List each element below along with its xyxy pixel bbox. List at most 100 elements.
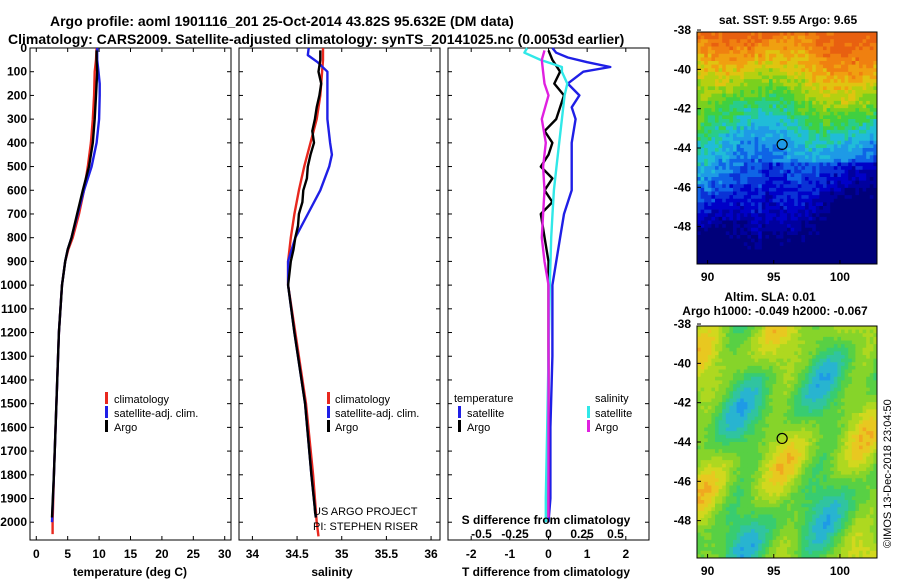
y-tick-label: -38 xyxy=(674,23,692,37)
map-cell xyxy=(866,133,871,138)
map-cell xyxy=(848,238,853,243)
map-cell xyxy=(794,344,799,349)
map-cell xyxy=(783,173,788,178)
map-cell xyxy=(729,71,734,76)
map-cell xyxy=(747,71,752,76)
map-cell xyxy=(754,216,759,221)
map-cell xyxy=(805,61,809,66)
map-cell xyxy=(830,245,835,250)
map-cell xyxy=(722,151,727,156)
map-cell xyxy=(844,104,849,109)
map-cell xyxy=(751,177,755,182)
map-cell xyxy=(859,376,863,381)
map-cell xyxy=(826,384,831,389)
map-cell xyxy=(743,119,748,124)
map-cell xyxy=(761,362,766,367)
map-cell xyxy=(805,202,809,207)
map-cell xyxy=(851,122,856,127)
map-cell xyxy=(862,329,867,334)
map-cell xyxy=(808,39,813,44)
map-cell xyxy=(855,195,860,200)
map-cell xyxy=(833,195,838,200)
map-cell xyxy=(718,42,723,47)
map-cell xyxy=(783,57,788,62)
map-cell xyxy=(805,391,809,396)
map-cell xyxy=(862,82,867,87)
map-cell xyxy=(826,329,831,334)
map-cell xyxy=(873,50,878,55)
map-cell xyxy=(866,242,871,247)
map-cell xyxy=(833,108,838,113)
map-cell xyxy=(761,333,766,338)
map-cell xyxy=(848,61,853,66)
map-cell xyxy=(815,431,820,436)
map-cell xyxy=(830,184,835,189)
map-cell xyxy=(862,162,867,167)
map-cell xyxy=(812,420,817,425)
map-cell xyxy=(830,86,835,91)
map-cell xyxy=(776,213,781,218)
map-cell xyxy=(729,126,734,131)
map-cell xyxy=(736,355,741,360)
map-cell xyxy=(743,39,748,44)
map-cell xyxy=(722,235,727,240)
map-cell xyxy=(715,195,719,200)
map-cell xyxy=(740,380,745,385)
map-cell xyxy=(758,376,763,381)
map-cell xyxy=(769,384,773,389)
map-cell xyxy=(704,220,709,225)
map-cell xyxy=(848,184,853,189)
map-cell xyxy=(812,64,817,69)
map-cell xyxy=(711,329,716,334)
map-cell xyxy=(772,35,777,40)
map-cell xyxy=(725,231,730,236)
map-cell xyxy=(776,369,781,374)
map-cell xyxy=(812,180,817,185)
map-cell xyxy=(761,231,766,236)
map-cell xyxy=(848,249,853,254)
map-cell xyxy=(733,198,737,203)
map-cell xyxy=(704,97,709,102)
map-cell xyxy=(729,231,734,236)
map-cell xyxy=(859,416,863,421)
map-cell xyxy=(740,373,745,378)
map-cell xyxy=(783,32,788,37)
map-cell xyxy=(736,119,741,124)
map-cell xyxy=(761,238,766,243)
map-cell xyxy=(794,104,799,109)
map-cell xyxy=(797,347,802,352)
map-cell xyxy=(783,191,788,196)
map-cell xyxy=(740,213,745,218)
map-cell xyxy=(707,184,712,189)
map-cell xyxy=(711,155,716,160)
map-cell xyxy=(697,394,701,399)
map-cell xyxy=(805,82,809,87)
map-cell xyxy=(769,434,773,439)
map-cell xyxy=(808,90,813,95)
map-cell xyxy=(736,340,741,345)
map-cell xyxy=(707,256,712,261)
map-cell xyxy=(783,86,788,91)
map-cell xyxy=(715,355,719,360)
map-cell xyxy=(758,46,763,51)
map-cell xyxy=(743,35,748,40)
map-cell xyxy=(833,187,838,192)
map-cell xyxy=(855,148,860,153)
map-cell xyxy=(754,423,759,428)
map-cell xyxy=(700,198,705,203)
map-cell xyxy=(848,108,853,113)
map-cell xyxy=(866,427,871,432)
map-cell xyxy=(855,329,860,334)
map-cell xyxy=(722,148,727,153)
map-cell xyxy=(819,351,824,356)
map-cell xyxy=(707,46,712,51)
map-cell xyxy=(729,32,734,37)
map-cell xyxy=(837,82,842,87)
map-cell xyxy=(794,93,799,98)
map-cell xyxy=(751,111,755,116)
map-cell xyxy=(790,369,795,374)
map-cell xyxy=(740,220,745,225)
x-tick-label: 0 xyxy=(545,547,552,561)
map-cell xyxy=(715,71,719,76)
